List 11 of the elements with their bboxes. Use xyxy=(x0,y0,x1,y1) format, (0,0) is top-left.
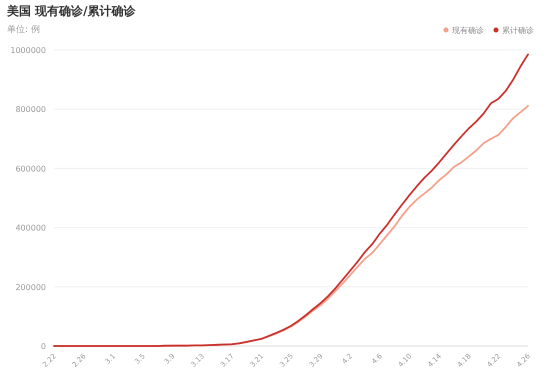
y-tick-label: 600000 xyxy=(15,164,46,174)
chart-subtitle: 单位: 例 xyxy=(7,24,40,35)
y-tick-label: 400000 xyxy=(15,224,46,233)
y-tick-label: 1000000 xyxy=(10,46,46,55)
y-tick-label: 0 xyxy=(40,342,46,351)
legend-label: 累计确诊 xyxy=(502,26,534,35)
chart-title: 美国 现有确诊/累计确诊 xyxy=(6,4,137,18)
y-tick-label: 800000 xyxy=(15,105,46,114)
line-series xyxy=(53,54,529,347)
y-tick-label: 200000 xyxy=(15,282,46,292)
legend-label: 现有确诊 xyxy=(452,26,484,35)
